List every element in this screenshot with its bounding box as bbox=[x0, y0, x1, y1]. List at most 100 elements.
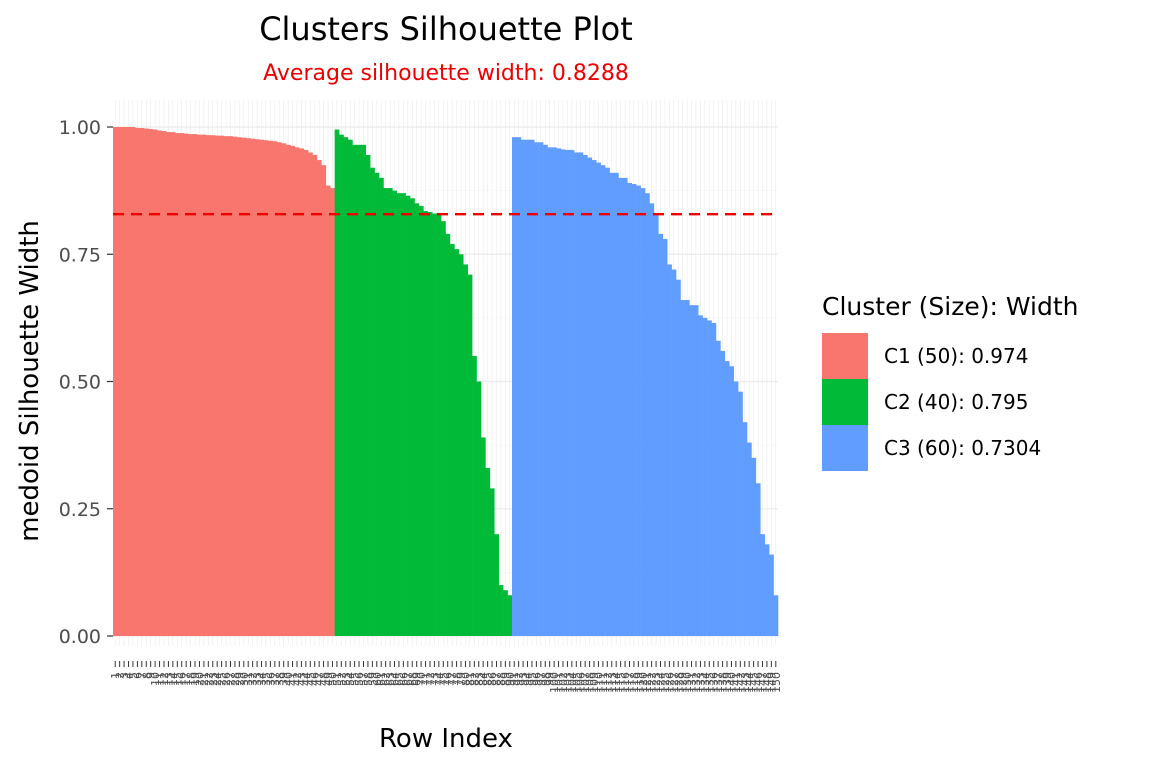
x-tick-label: 18 bbox=[185, 672, 198, 686]
bar-c3 bbox=[609, 172, 615, 636]
bar-c1 bbox=[197, 134, 202, 636]
bar-c1 bbox=[272, 141, 278, 636]
x-tick-label: 15 bbox=[171, 672, 184, 686]
x-tick-label: 121 bbox=[641, 672, 654, 693]
x-tick-label: 104 bbox=[566, 672, 579, 693]
x-tick-label: 37 bbox=[269, 672, 282, 686]
bar-c1 bbox=[268, 140, 273, 637]
bar-c2 bbox=[339, 134, 344, 636]
x-tick-label: 14 bbox=[167, 672, 180, 686]
bar-c3 bbox=[618, 177, 624, 636]
bar-c3 bbox=[671, 269, 677, 636]
x-tick-label: 110 bbox=[592, 672, 605, 693]
bar-c3 bbox=[724, 361, 730, 636]
x-tick-label: 27 bbox=[224, 672, 237, 686]
bar-c3 bbox=[738, 391, 743, 636]
bar-c2 bbox=[485, 468, 491, 636]
bar-c1 bbox=[254, 139, 260, 636]
bar-c2 bbox=[365, 154, 371, 636]
x-tick-label: 4 bbox=[123, 672, 136, 679]
bar-c2 bbox=[427, 212, 433, 637]
x-tick-label: 103 bbox=[561, 672, 574, 693]
bar-c3 bbox=[684, 300, 690, 636]
x-tick-label: 123 bbox=[650, 672, 663, 693]
x-tick-label: 42 bbox=[291, 672, 304, 686]
bar-c2 bbox=[334, 129, 340, 637]
x-tick-label: 128 bbox=[672, 672, 685, 693]
bar-c2 bbox=[441, 221, 446, 637]
bar-c2 bbox=[480, 437, 486, 636]
x-tick-label: 48 bbox=[318, 672, 331, 686]
x-tick-label: 119 bbox=[632, 672, 645, 693]
bar-c2 bbox=[494, 534, 499, 636]
x-tick-label: 141 bbox=[730, 672, 743, 693]
x-tick-label: 150 bbox=[770, 672, 783, 693]
x-tick-label: 132 bbox=[690, 672, 703, 693]
x-tick-label: 112 bbox=[601, 672, 614, 693]
bar-c3 bbox=[600, 165, 606, 637]
chart-subtitle: Average silhouette width: 0.8288 bbox=[263, 61, 629, 86]
bar-c3 bbox=[547, 147, 553, 637]
x-tick-label: 109 bbox=[588, 672, 601, 693]
bar-c2 bbox=[347, 139, 353, 636]
x-tick-label: 97 bbox=[535, 672, 548, 686]
y-axis-title: medoid Silhouette Width bbox=[15, 220, 45, 542]
bar-c3 bbox=[534, 142, 539, 636]
x-tick-label: 98 bbox=[539, 672, 552, 686]
bar-c1 bbox=[210, 135, 216, 637]
bar-c3 bbox=[574, 152, 579, 636]
bar-c2 bbox=[423, 210, 429, 637]
x-tick-label: 92 bbox=[513, 672, 526, 686]
x-tick-label: 130 bbox=[681, 672, 694, 693]
x-tick-label: 117 bbox=[623, 672, 636, 693]
x-tick-label: 59 bbox=[366, 672, 379, 686]
bar-c1 bbox=[219, 135, 225, 636]
bar-c1 bbox=[290, 145, 296, 636]
x-tick-label: 20 bbox=[193, 672, 206, 686]
x-tick-label: 126 bbox=[663, 672, 676, 693]
bar-c2 bbox=[343, 137, 349, 636]
bar-c1 bbox=[166, 132, 171, 636]
x-tick-label: 24 bbox=[211, 672, 224, 686]
x-tick-label: 50 bbox=[326, 672, 339, 686]
bar-c3 bbox=[746, 442, 752, 636]
x-tick-label: 120 bbox=[637, 672, 650, 693]
bar-c1 bbox=[152, 129, 158, 637]
bar-c1 bbox=[135, 128, 140, 636]
legend-key-c3 bbox=[822, 425, 868, 471]
x-tick-label: 1 bbox=[109, 672, 122, 679]
bar-c3 bbox=[569, 149, 575, 636]
x-tick-label: 139 bbox=[721, 672, 734, 693]
x-tick-label: 129 bbox=[677, 672, 690, 693]
x-tick-label: 49 bbox=[322, 672, 335, 686]
bar-c2 bbox=[418, 205, 424, 636]
x-tick-label: 56 bbox=[353, 672, 366, 686]
bar-c2 bbox=[436, 213, 442, 636]
x-tick-label: 33 bbox=[251, 672, 264, 686]
x-tick-label: 16 bbox=[176, 672, 189, 686]
x-tick-label: 111 bbox=[597, 672, 610, 693]
x-tick-label: 137 bbox=[712, 672, 725, 693]
bar-c2 bbox=[396, 193, 402, 637]
bar-c1 bbox=[321, 165, 327, 637]
x-tick-label: 54 bbox=[344, 672, 357, 686]
bar-c3 bbox=[587, 157, 593, 637]
x-tick-label: 87 bbox=[490, 672, 503, 686]
y-tick-label: 0.75 bbox=[59, 244, 101, 266]
y-axis: 0.00 0.25 0.50 0.75 1.00 bbox=[59, 117, 113, 648]
bar-c1 bbox=[144, 128, 149, 637]
x-tick-label: 99 bbox=[544, 672, 557, 686]
x-tick-label: 81 bbox=[464, 672, 477, 686]
bar-c3 bbox=[520, 139, 526, 636]
bar-c3 bbox=[525, 139, 531, 636]
bar-c2 bbox=[361, 144, 366, 636]
x-tick-label: 75 bbox=[437, 672, 450, 686]
x-tick-label: 78 bbox=[451, 672, 464, 686]
bar-c1 bbox=[237, 137, 242, 636]
x-tick-label: 23 bbox=[207, 672, 220, 686]
x-tick-label: 38 bbox=[273, 672, 286, 686]
x-tick-label: 71 bbox=[420, 672, 433, 686]
bar-c3 bbox=[662, 238, 668, 637]
bar-c1 bbox=[232, 136, 238, 636]
